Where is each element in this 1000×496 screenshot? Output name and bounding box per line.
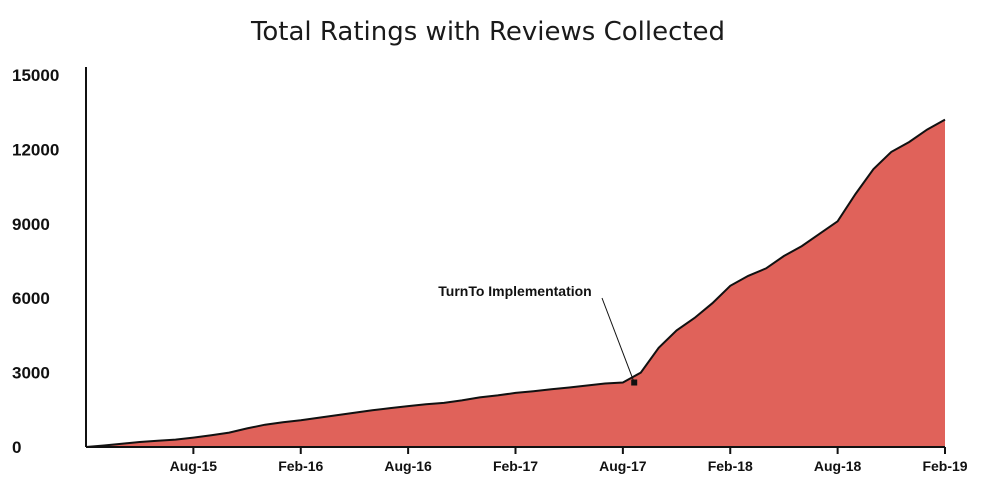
y-tick-label: 9000 bbox=[12, 215, 50, 234]
area-series-line bbox=[85, 118, 946, 448]
x-axis-ticks: Aug-15 Feb-16 Aug-16 Feb-17 Aug-17 Feb-18 Aug-… bbox=[170, 447, 968, 474]
annotation: TurnTo Implementation bbox=[438, 283, 638, 386]
y-tick-label: 15000 bbox=[12, 66, 59, 85]
chart-title: Total Ratings with Reviews Collected bbox=[250, 17, 725, 47]
x-tick-label: Feb-18 bbox=[708, 458, 753, 474]
annotation-marker bbox=[631, 379, 638, 386]
y-axis-ticks: 0 3000 6000 9000 12000 15000 bbox=[12, 66, 59, 457]
x-tick-label: Feb-17 bbox=[493, 458, 538, 474]
x-tick-label: Feb-16 bbox=[278, 458, 323, 474]
y-tick-label: 12000 bbox=[12, 140, 59, 159]
plot-area bbox=[85, 67, 946, 448]
x-tick-label: Aug-17 bbox=[599, 458, 647, 474]
y-tick-label: 6000 bbox=[12, 289, 50, 308]
y-tick-label: 0 bbox=[12, 438, 21, 457]
annotation-leader-line bbox=[601, 297, 635, 383]
x-tick-label: Aug-18 bbox=[814, 458, 862, 474]
x-tick-label: Feb-19 bbox=[922, 458, 967, 474]
annotation-label: TurnTo Implementation bbox=[438, 283, 591, 299]
y-tick-label: 3000 bbox=[12, 364, 50, 383]
x-tick-label: Aug-16 bbox=[384, 458, 432, 474]
x-tick-label: Aug-15 bbox=[170, 458, 218, 474]
area-series-fill bbox=[86, 119, 945, 447]
